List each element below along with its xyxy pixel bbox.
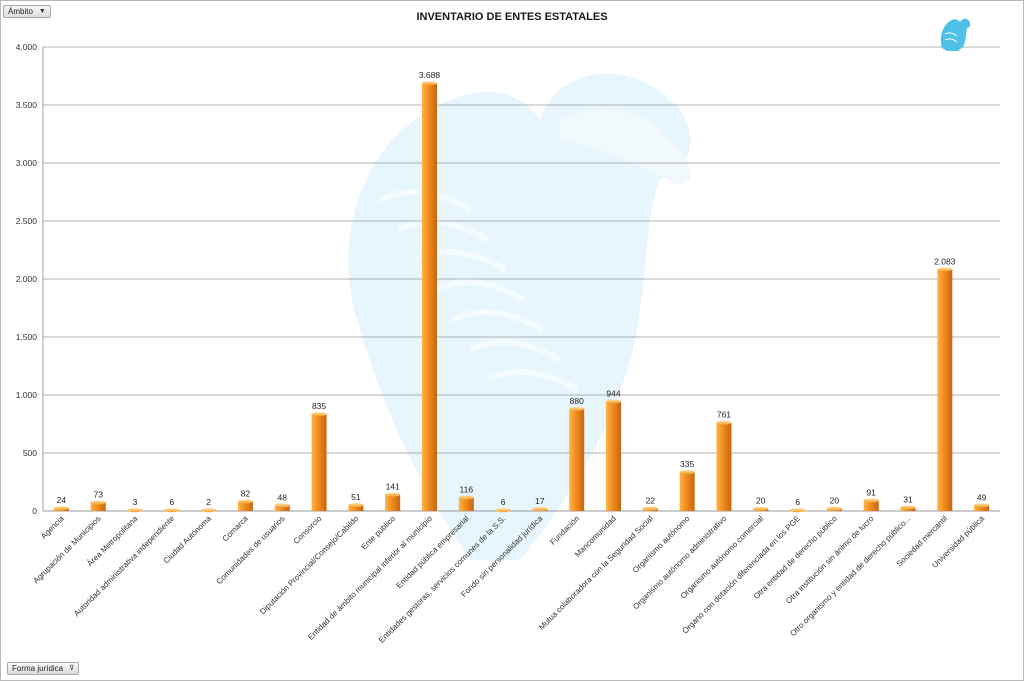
bar[interactable] — [532, 507, 548, 512]
bar[interactable] — [606, 399, 622, 511]
y-tick-label: 4.000 — [16, 42, 38, 52]
data-label: 2 — [206, 497, 211, 507]
bar[interactable] — [90, 500, 106, 511]
y-tick-label: 2.500 — [16, 216, 38, 226]
data-label: 91 — [866, 487, 876, 497]
data-label: 24 — [57, 495, 67, 505]
data-label: 31 — [903, 494, 913, 504]
chevron-down-icon: ▼ — [38, 8, 46, 15]
data-label: 48 — [278, 492, 288, 502]
y-tick-label: 3.500 — [16, 100, 38, 110]
x-tick-label: Agencia — [39, 514, 66, 541]
bar[interactable] — [164, 508, 180, 513]
y-tick-label: 1.500 — [16, 332, 38, 342]
data-label: 944 — [606, 388, 620, 398]
data-label: 82 — [241, 488, 251, 498]
filter-icon: ⊽ — [69, 665, 75, 672]
bar[interactable] — [237, 499, 253, 511]
eagle-watermark — [348, 73, 691, 560]
data-label: 141 — [386, 482, 400, 492]
bar[interactable] — [900, 505, 916, 511]
bar[interactable] — [421, 81, 437, 511]
x-tick-label: Comarca — [221, 514, 251, 544]
data-label: 880 — [570, 396, 584, 406]
bar[interactable] — [495, 508, 511, 513]
bar[interactable] — [863, 498, 879, 511]
bar[interactable] — [826, 506, 842, 511]
data-label: 49 — [977, 492, 987, 502]
chart-title: INVENTARIO DE ENTES ESTATALES — [416, 11, 608, 23]
forma-juridica-filter-label: Forma jurídica — [12, 664, 64, 673]
bar[interactable] — [716, 420, 732, 511]
data-label: 20 — [756, 496, 766, 506]
ambito-filter-button[interactable]: Ámbito ▼ — [3, 5, 51, 18]
bar[interactable] — [937, 267, 953, 511]
data-label: 116 — [460, 485, 474, 495]
y-tick-label: 2.000 — [16, 274, 38, 284]
bar[interactable] — [385, 492, 401, 511]
eagle-emblem-icon — [940, 18, 971, 51]
data-label: 3 — [133, 497, 138, 507]
y-tick-label: 0 — [32, 506, 37, 516]
bar[interactable] — [311, 412, 327, 511]
x-tick-label: Entidad pública empresarial — [395, 514, 471, 590]
x-tick-label: Comunidades de usuarios — [215, 514, 287, 586]
data-label: 73 — [93, 490, 103, 500]
data-label: 17 — [535, 496, 545, 506]
bar[interactable] — [642, 506, 658, 511]
y-tick-label: 500 — [23, 448, 37, 458]
data-label: 20 — [830, 496, 840, 506]
ambito-filter-label: Ámbito — [8, 7, 33, 16]
data-label: 761 — [717, 410, 731, 420]
y-tick-label: 3.000 — [16, 158, 38, 168]
forma-juridica-filter-button[interactable]: Forma jurídica ⊽ — [7, 662, 80, 675]
data-label: 6 — [169, 497, 174, 507]
bar[interactable] — [348, 503, 364, 511]
data-label: 6 — [795, 497, 800, 507]
data-label: 3.688 — [419, 70, 441, 80]
data-label: 2.083 — [934, 256, 956, 266]
data-label: 51 — [351, 492, 361, 502]
x-tick-label: Consorcio — [292, 514, 324, 546]
bar[interactable] — [201, 508, 217, 513]
data-label: 835 — [312, 401, 326, 411]
x-tick-label: Fundación — [548, 514, 581, 547]
bar[interactable] — [274, 503, 290, 511]
bar[interactable] — [569, 406, 585, 511]
bar[interactable] — [974, 503, 990, 511]
data-label: 22 — [646, 495, 656, 505]
data-label: 6 — [501, 497, 506, 507]
x-tick-label: Ente público — [360, 514, 398, 552]
bar[interactable] — [127, 508, 143, 513]
y-tick-label: 1.000 — [16, 390, 38, 400]
x-tick-label: Entidad de ámbito municipal inferior al … — [306, 514, 434, 642]
data-label: 335 — [680, 459, 694, 469]
x-tick-label: Agrupación de Municipios — [31, 514, 102, 585]
bar[interactable] — [679, 470, 695, 511]
bar[interactable] — [753, 506, 769, 511]
bar[interactable] — [53, 506, 69, 511]
bar[interactable] — [458, 495, 474, 511]
bar[interactable] — [790, 508, 806, 513]
x-tick-label: Entidades gestoras, servicios comunes de… — [377, 514, 508, 645]
